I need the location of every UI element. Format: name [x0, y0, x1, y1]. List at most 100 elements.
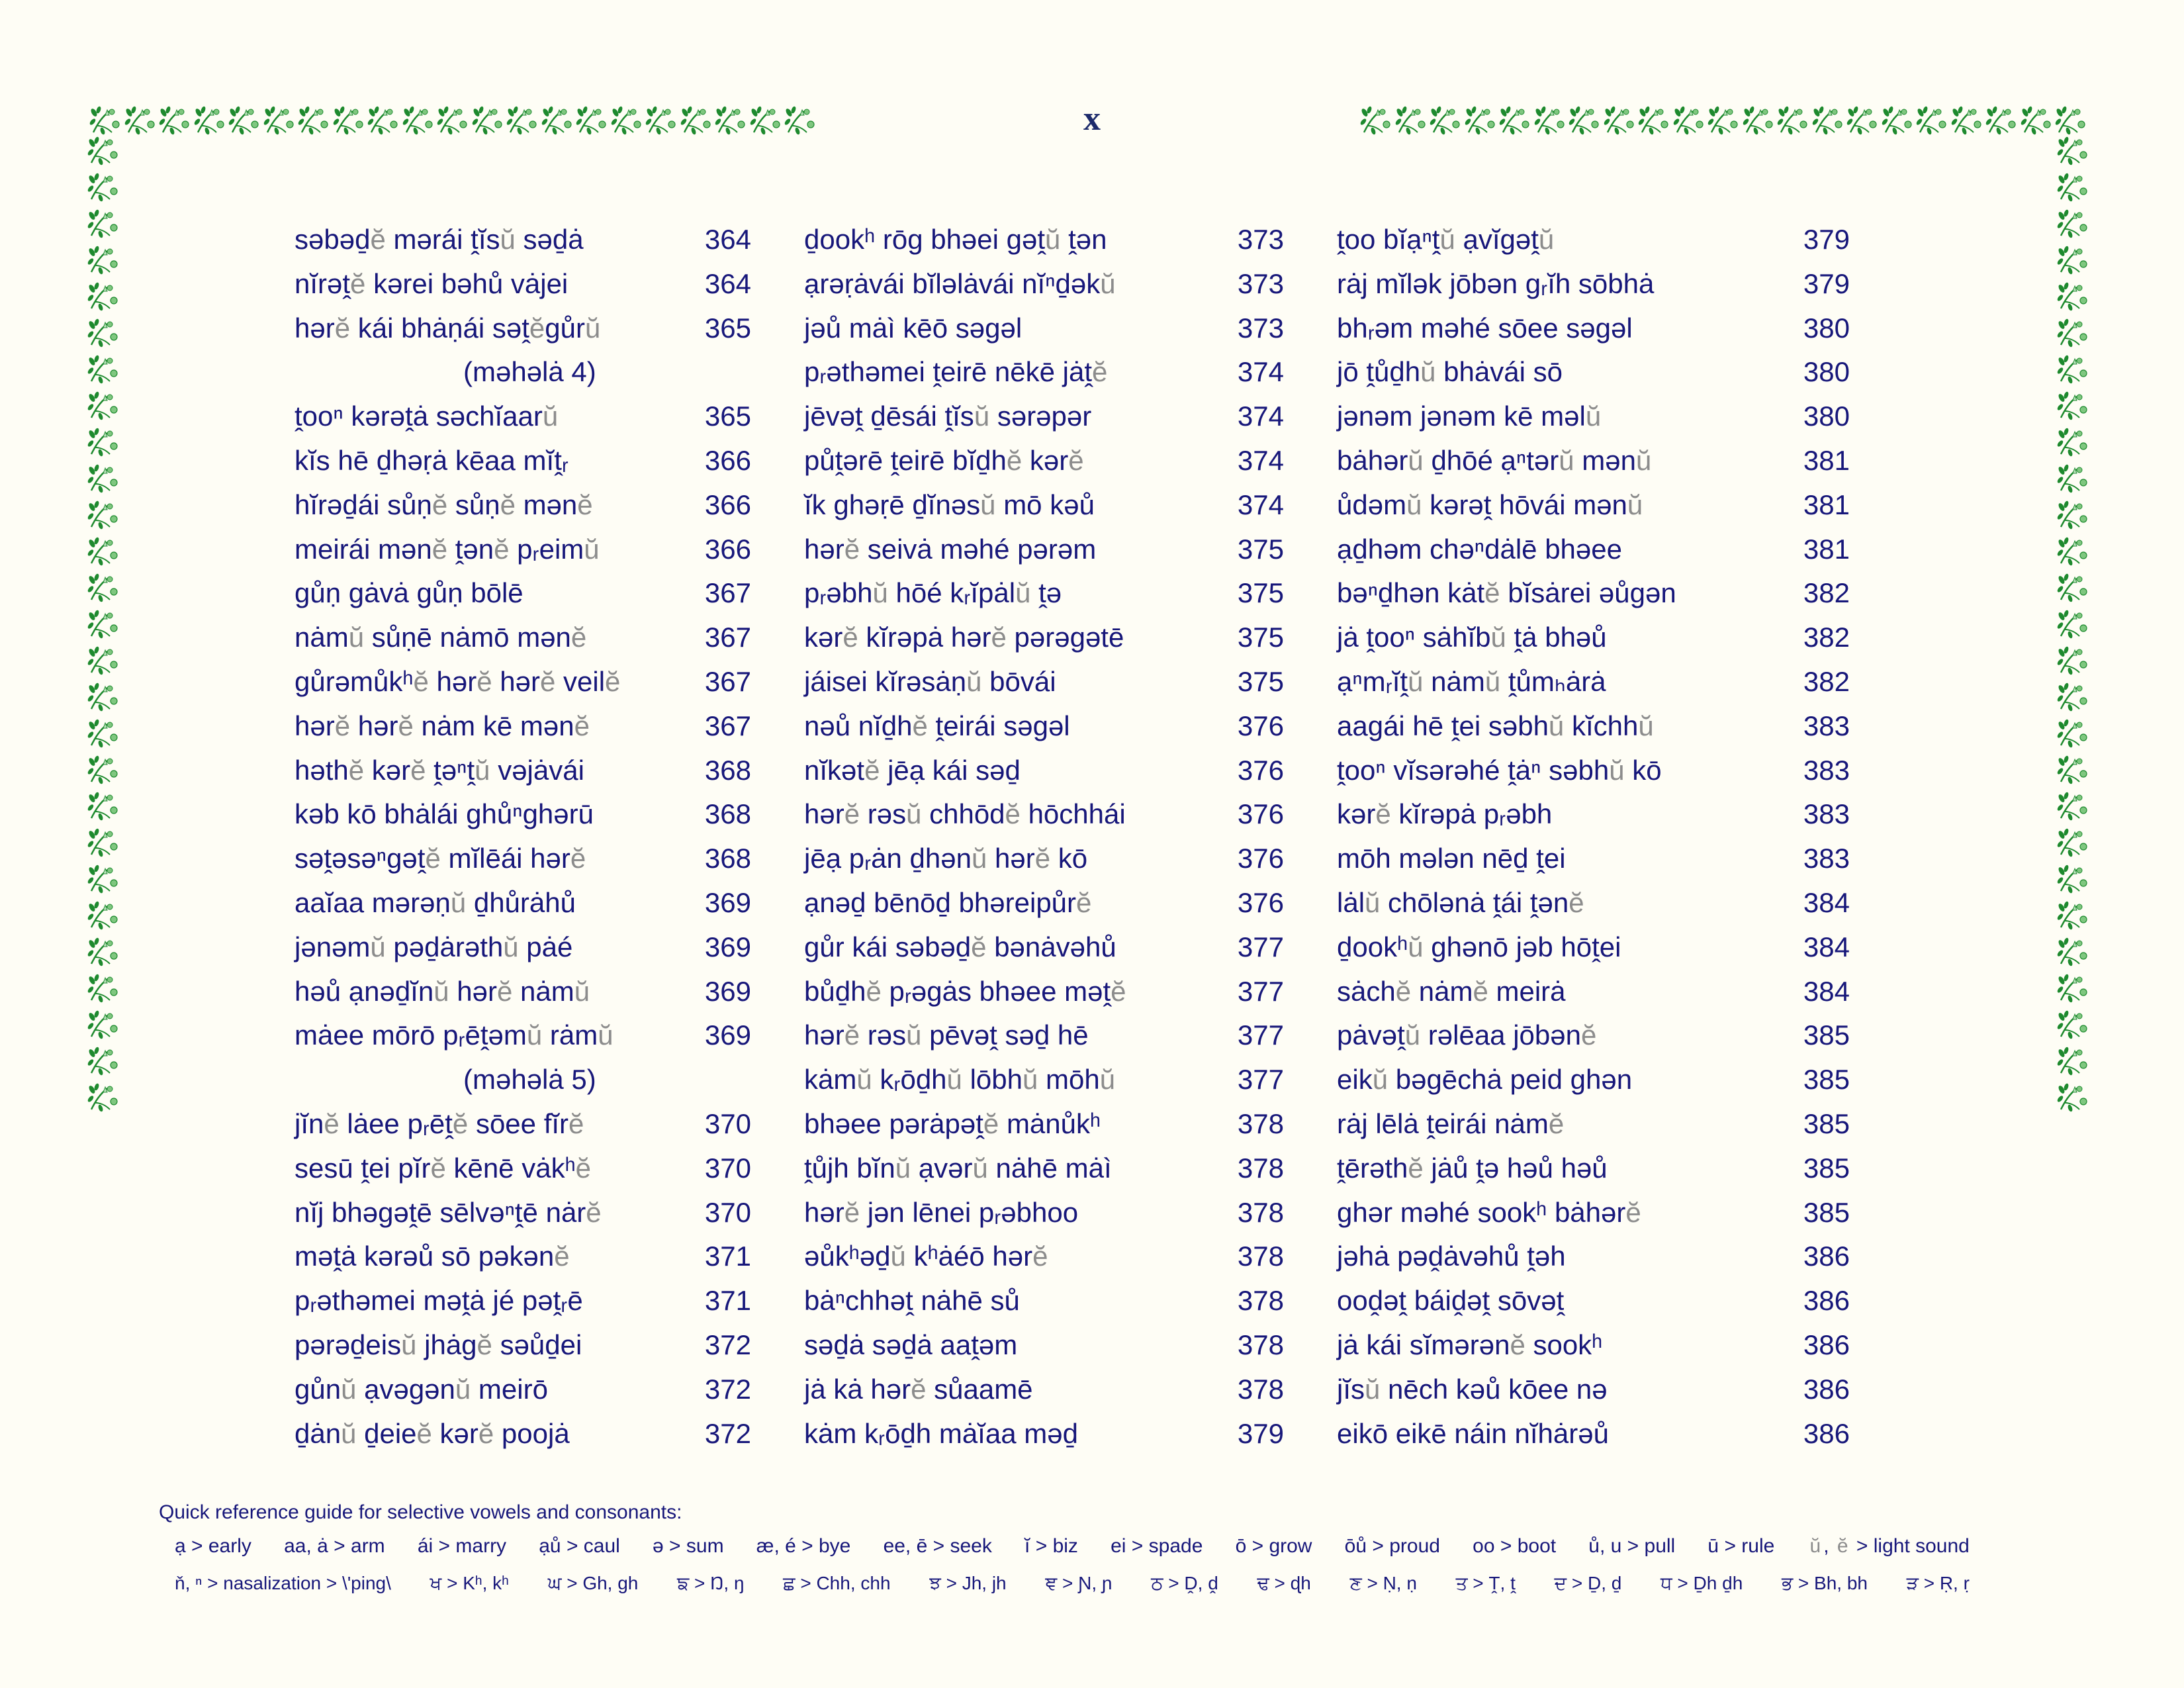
entry-title: gůrəmůkʰĕ hərĕ hərĕ veilĕ — [295, 665, 621, 697]
floral-vine-icon — [87, 428, 120, 458]
entry-page-number: 369 — [704, 1019, 751, 1051]
entry-page-number: 364 — [704, 267, 751, 299]
entry-page-number: 374 — [1237, 356, 1284, 388]
index-entry: jȧ kái sĭmərənĕ sookʰ 386 — [1337, 1323, 1850, 1368]
entry-title: jəů mȧì kēō səgəl — [804, 312, 1023, 344]
floral-vine-icon — [2057, 719, 2090, 749]
floral-vine-icon — [87, 537, 120, 567]
entry-title: həthĕ kərĕ ṱəⁿṱŭ vəjȧvái — [295, 754, 584, 786]
entry-title: jənəmŭ pəḏȧrəthŭ pȧé — [295, 931, 573, 962]
floral-vine-icon — [87, 282, 120, 312]
entry-title: eikō eikē náin nĭhȧrəů — [1337, 1417, 1609, 1449]
index-entry: pᵣəthəmei məṱȧ jé pəṱᵣē 371 — [295, 1279, 751, 1323]
entry-page-number: 383 — [1803, 710, 1850, 741]
entry-title: pᵣəbhŭ hōé kᵣĭpȧlŭ ṱə — [804, 577, 1062, 609]
entry-title: hərĕ kái bhȧṇái səṱĕgůrŭ — [295, 312, 601, 344]
entry-title: ạḏhəm chəⁿdȧlē bhəee — [1337, 533, 1622, 565]
floral-vine-icon — [87, 792, 120, 822]
entry-page-number: 375 — [1237, 622, 1284, 653]
reference-consonant-item: ਘ > Gh, gh — [547, 1573, 639, 1593]
index-column-2: ḏookʰ rōg bhəei gəṱŭ ṱən 373 ạrəṛȧvái bĭlə… — [804, 218, 1284, 1456]
entry-page-number: 379 — [1803, 267, 1850, 299]
index-entry: məṱȧ kərəů sō pəkənĕ 371 — [295, 1235, 751, 1279]
index-entry: əůkʰəḏŭ kʰȧéō hərĕ 378 — [804, 1235, 1284, 1279]
entry-title: ạⁿmᵣĭṱŭ nȧmŭ ṱůmₕȧrȧ — [1337, 665, 1606, 697]
entry-title: səbəḏĕ mərái ṱĭsŭ səḏȧ — [295, 224, 584, 255]
entry-title: ṱůjh bĭnŭ ạvərŭ nȧhē mȧì — [804, 1152, 1112, 1184]
entry-title: lȧlŭ chōlənȧ ṱái ṱənĕ — [1337, 886, 1584, 918]
entry-title: jəhȧ pəḓȧvəhů ṱəh — [1337, 1241, 1566, 1272]
floral-vine-icon — [87, 828, 120, 859]
entry-page-number: 367 — [704, 665, 751, 697]
reference-consonant-item: ਛ > Chh, chh — [783, 1573, 891, 1593]
entry-title: rȧj lēlȧ ṱeirái nȧmĕ — [1337, 1107, 1565, 1139]
floral-vine-icon — [87, 209, 120, 240]
reference-consonant-item: ਝ > Jh, jh — [929, 1573, 1007, 1593]
entry-page-number: 385 — [1803, 1152, 1850, 1184]
entry-title: bhᵣəm məhé sōee səgəl — [1337, 312, 1633, 344]
entry-page-number: 380 — [1803, 400, 1850, 432]
index-entry: ḏookʰ rōg bhəei gəṱŭ ṱən 373 — [804, 218, 1284, 262]
entry-title: bhəee pərȧpəṱĕ mȧnůkʰ — [804, 1107, 1101, 1139]
entry-page-number: 385 — [1803, 1064, 1850, 1096]
index-entry: ạrəṛȧvái bĭləlȧvái nĭⁿḏəkŭ 373 — [804, 262, 1284, 306]
floral-vine-icon — [2057, 209, 2090, 240]
entry-title: nĭrəṱĕ kərei bəhů vȧjei — [295, 267, 569, 299]
reference-vowel-item: ĭ > biz — [1024, 1535, 1078, 1557]
entry-title: ghər məhé sookʰ bȧhərĕ — [1337, 1196, 1641, 1228]
floral-vine-icon — [2057, 428, 2090, 458]
index-entry: jȧ kȧ hərĕ sůaamē 378 — [804, 1368, 1284, 1412]
entry-page-number: 370 — [704, 1107, 751, 1139]
entry-title: mȧee mōrō pᵣēṱəmŭ rȧmŭ — [295, 1019, 614, 1051]
entry-title: ṱooⁿ kərəṱȧ səchĭaarŭ — [295, 400, 559, 432]
entry-page-number: 375 — [1237, 533, 1284, 565]
floral-vine-icon — [1465, 106, 1498, 136]
entry-title: bəⁿḏhən kȧtĕ bĭsȧrei əůgən — [1337, 577, 1676, 609]
index-entry: həů ạnəḏĭnŭ hərĕ nȧmŭ 369 — [295, 970, 751, 1014]
entry-page-number: 377 — [1237, 975, 1284, 1007]
floral-vine-icon — [680, 106, 713, 136]
entry-title: hərĕ seivȧ məhé pərəm — [804, 533, 1097, 565]
index-entry: hĭrəḏái sůṇĕ sůṇĕ mənĕ 366 — [295, 483, 751, 528]
entry-title: (məhəlȧ 4) — [463, 356, 596, 388]
reference-vowel-item: ū > rule — [1707, 1535, 1775, 1557]
reference-consonant-item: ਧ > Ḏh ḏh — [1661, 1573, 1743, 1593]
entry-page-number: 384 — [1803, 931, 1850, 962]
index-entry: jənəmŭ pəḏȧrəthŭ pȧé 369 — [295, 925, 751, 970]
index-entry: rȧj mĭlək jōbən gᵣĭh sōbhȧ 379 — [1337, 262, 1850, 306]
entry-page-number: 366 — [704, 489, 751, 520]
entry-page-number: 371 — [704, 1285, 751, 1317]
entry-page-number: 376 — [1237, 843, 1284, 874]
index-entry: ḏȧnŭ ḏeieĕ kərĕ poojȧ 372 — [295, 1412, 751, 1456]
floral-vine-icon — [2057, 246, 2090, 276]
index-entry: bhᵣəm məhé sōee səgəl 380 — [1337, 306, 1850, 351]
entry-page-number: 382 — [1803, 665, 1850, 697]
floral-vine-icon — [645, 106, 678, 136]
entry-title: půṱərē ṱeirē bĭḏhĕ kərĕ — [804, 444, 1084, 476]
floral-vine-icon — [87, 464, 120, 494]
entry-page-number: 376 — [1237, 886, 1284, 918]
entry-page-number: 378 — [1237, 1241, 1284, 1272]
reference-consonant-item: ਦ > Ḏ, ḏ — [1554, 1573, 1622, 1593]
floral-vine-icon — [87, 355, 120, 385]
index-entry: bhəee pərȧpəṱĕ mȧnůkʰ 378 — [804, 1102, 1284, 1147]
index-entry: jēạ pᵣȧn ḏhənŭ hərĕ kō 376 — [804, 837, 1284, 881]
entry-page-number: 378 — [1237, 1285, 1284, 1317]
index-entry: gůṇ gȧvȧ gůṇ bōlē 367 — [295, 571, 751, 616]
floral-vine-icon — [2057, 355, 2090, 385]
floral-vine-icon — [87, 318, 120, 349]
reference-consonant-item: ਤ > Ṱ, ṱ — [1455, 1573, 1516, 1593]
reference-vowel-item: ə > sum — [653, 1535, 724, 1557]
index-entry: sesū ṱei pĭrĕ kēnē vȧkʰĕ 370 — [295, 1147, 751, 1191]
reference-vowel-item: ō > grow — [1235, 1535, 1312, 1557]
entry-page-number: 386 — [1803, 1241, 1850, 1272]
entry-page-number: 384 — [1803, 886, 1850, 918]
index-entry: ạⁿmᵣĭṱŭ nȧmŭ ṱůmₕȧrȧ 382 — [1337, 660, 1850, 704]
entry-title: əůkʰəḏŭ kʰȧéō hərĕ — [804, 1241, 1048, 1272]
entry-page-number: 374 — [1237, 489, 1284, 520]
entry-title: bȧhərŭ ḏhōé ạⁿtərŭ mənŭ — [1337, 444, 1652, 476]
entry-page-number: 371 — [704, 1241, 751, 1272]
floral-vine-icon — [228, 106, 261, 136]
floral-vine-icon — [87, 719, 120, 749]
floral-vine-icon — [2057, 282, 2090, 312]
